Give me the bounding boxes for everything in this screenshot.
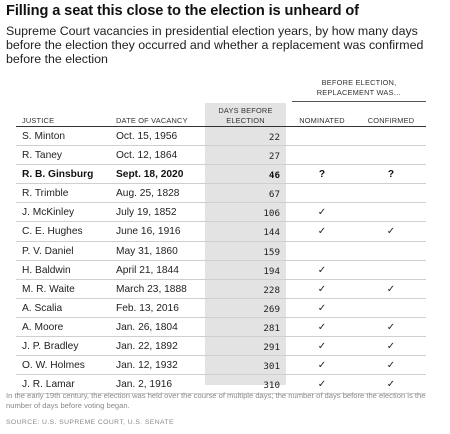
date-cell: Jan. 2, 1916 bbox=[116, 379, 173, 391]
date-cell: Aug. 25, 1828 bbox=[116, 188, 180, 200]
table-row: S. Minton Oct. 15, 1956 22 bbox=[16, 127, 426, 147]
date-cell: May 31, 1860 bbox=[116, 245, 178, 257]
nominated-cell: ✓ bbox=[317, 283, 327, 295]
header-nominated: NOMINATED bbox=[299, 116, 345, 125]
days-cell: 269 bbox=[263, 303, 280, 315]
table-row: A. Moore Jan. 26, 1804 281 ✓ ✓ bbox=[16, 318, 426, 338]
date-cell: Jan. 22, 1892 bbox=[116, 341, 178, 353]
chart-subtitle: Supreme Court vacancies in presidential … bbox=[6, 24, 424, 66]
date-cell: Jan. 12, 1932 bbox=[116, 360, 178, 372]
table-row: M. R. Waite March 23, 1888 228 ✓ ✓ bbox=[16, 280, 426, 299]
days-cell: 46 bbox=[268, 170, 280, 182]
days-cell: 67 bbox=[268, 189, 280, 201]
justice-cell: R. Taney bbox=[22, 150, 63, 162]
table-row: J. P. Bradley Jan. 22, 1892 291 ✓ ✓ bbox=[16, 337, 426, 357]
nominated-cell: ✓ bbox=[317, 226, 327, 238]
justice-cell: A. Moore bbox=[22, 321, 64, 333]
table-row: A. Scalia Feb. 13, 2016 269 ✓ bbox=[16, 299, 426, 318]
date-cell: Jan. 26, 1804 bbox=[116, 321, 178, 333]
date-cell: Feb. 13, 2016 bbox=[116, 302, 179, 314]
justice-cell: A. Scalia bbox=[22, 302, 63, 314]
table-row: H. Baldwin April 21, 1844 194 ✓ bbox=[16, 261, 426, 280]
date-cell: April 21, 1844 bbox=[116, 264, 179, 276]
days-cell: 106 bbox=[263, 208, 280, 220]
table-row: O. W. Holmes Jan. 12, 1932 301 ✓ ✓ bbox=[16, 356, 426, 376]
table-row: R. B. Ginsburg Sept. 18, 2020 46?? bbox=[16, 165, 426, 185]
justice-cell: R. Trimble bbox=[22, 188, 69, 200]
table-row: J. R. Lamar Jan. 2, 1916 310 ✓ ✓ bbox=[16, 375, 426, 395]
confirmed-cell: ✓ bbox=[386, 226, 396, 238]
nominated-cell: ✓ bbox=[317, 207, 327, 219]
nominated-cell: ✓ bbox=[317, 379, 327, 391]
justice-cell: J. McKinley bbox=[22, 207, 75, 219]
table-row: P. V. Daniel May 31, 1860 159 bbox=[16, 242, 426, 261]
confirmed-cell: ✓ bbox=[386, 283, 396, 295]
days-cell: 291 bbox=[263, 342, 280, 354]
days-cell: 22 bbox=[268, 132, 280, 143]
days-cell: 301 bbox=[263, 361, 280, 373]
header-date-of-vacancy: DATE OF VACANCY bbox=[116, 116, 188, 125]
days-cell: 27 bbox=[268, 151, 280, 163]
days-cell: 194 bbox=[263, 265, 280, 277]
date-cell: Oct. 12, 1864 bbox=[116, 150, 178, 162]
confirmed-cell: ✓ bbox=[386, 341, 396, 353]
date-cell: June 16, 1916 bbox=[116, 226, 181, 238]
days-cell: 144 bbox=[263, 227, 280, 239]
justice-cell: J. R. Lamar bbox=[22, 379, 75, 391]
nominated-cell: ✓ bbox=[317, 341, 327, 353]
date-cell: July 19, 1852 bbox=[116, 207, 177, 219]
header-days-before-election: DAYS BEFORE ELECTION bbox=[218, 106, 273, 125]
confirmed-cell: ✓ bbox=[386, 360, 396, 372]
justice-cell: R. B. Ginsburg bbox=[22, 169, 94, 181]
source-line: SOURCE: U.S. SUPREME COURT, U.S. SENATE bbox=[6, 419, 174, 426]
confirmed-cell: ? bbox=[387, 169, 395, 181]
days-cell: 281 bbox=[263, 322, 280, 334]
date-cell: March 23, 1888 bbox=[116, 283, 187, 295]
nominated-cell: ? bbox=[318, 169, 326, 181]
header-justice: JUSTICE bbox=[22, 116, 55, 125]
table-row: J. McKinley July 19, 1852 106 ✓ bbox=[16, 203, 426, 223]
table-row: R. Taney Oct. 12, 1864 27 bbox=[16, 146, 426, 166]
justice-cell: J. P. Bradley bbox=[22, 341, 79, 353]
date-cell: Oct. 15, 1956 bbox=[116, 131, 178, 142]
vacancy-table: S. Minton Oct. 15, 1956 22 R. Taney Oct. 12,… bbox=[16, 127, 426, 395]
table-row: C. E. Hughes June 16, 1916 144 ✓ ✓ bbox=[16, 222, 426, 242]
days-column-shading bbox=[205, 103, 286, 385]
justice-cell: P. V. Daniel bbox=[22, 245, 74, 257]
date-cell: Sept. 18, 2020 bbox=[116, 169, 184, 181]
justice-cell: S. Minton bbox=[22, 131, 66, 142]
chart-title: Filling a seat this close to the electio… bbox=[6, 3, 359, 19]
nominated-cell: ✓ bbox=[317, 302, 327, 314]
justice-cell: H. Baldwin bbox=[22, 264, 71, 276]
days-cell: 228 bbox=[263, 284, 280, 296]
header-confirmed: CONFIRMED bbox=[367, 116, 415, 125]
justice-cell: M. R. Waite bbox=[22, 283, 75, 295]
nominated-cell: ✓ bbox=[317, 321, 327, 333]
confirmed-cell: ✓ bbox=[386, 321, 396, 333]
nominated-cell: ✓ bbox=[317, 360, 327, 372]
group-header-rule bbox=[292, 101, 426, 102]
justice-cell: C. E. Hughes bbox=[22, 226, 83, 238]
group-header-before-election: BEFORE ELECTION, REPLACEMENT WAS… bbox=[316, 78, 402, 97]
header-rule bbox=[16, 126, 426, 127]
justice-cell: O. W. Holmes bbox=[22, 360, 85, 372]
confirmed-cell: ✓ bbox=[386, 379, 396, 391]
days-cell: 310 bbox=[263, 380, 280, 392]
footnote: In the early 19th century, the election … bbox=[6, 391, 426, 410]
nominated-cell: ✓ bbox=[317, 264, 327, 276]
days-cell: 159 bbox=[263, 246, 280, 258]
table-row: R. Trimble Aug. 25, 1828 67 bbox=[16, 184, 426, 204]
